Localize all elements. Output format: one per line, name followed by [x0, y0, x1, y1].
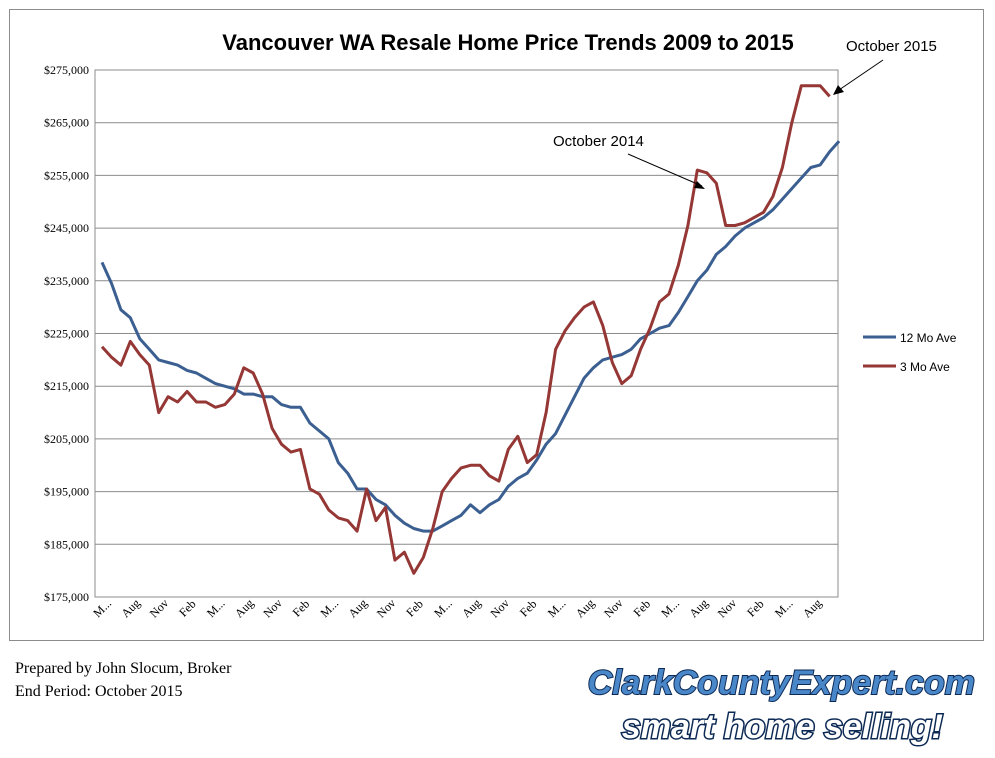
x-tick-label: M... — [317, 596, 341, 620]
x-tick-label: M... — [658, 596, 682, 620]
annotation-october-2014: October 2014 — [553, 133, 644, 150]
legend: 12 Mo Ave 3 Mo Ave — [863, 331, 957, 374]
y-tick-label: $205,000 — [44, 432, 89, 446]
brand-logo: ClarkCountyExpert.com smart home selling… — [587, 663, 976, 748]
y-tick-label: $185,000 — [44, 537, 89, 551]
x-tick-label: Aug — [800, 596, 825, 621]
footer-end-period: End Period: October 2015 — [15, 683, 183, 700]
y-tick-label: $255,000 — [44, 168, 89, 182]
x-tick-label: Feb — [290, 597, 313, 620]
x-tick-label: Nov — [601, 596, 626, 621]
y-tick-label: $225,000 — [44, 327, 89, 341]
series-line-12-mo-ave — [100, 140, 841, 533]
brand-logo-line1: ClarkCountyExpert.com — [588, 664, 975, 702]
plot-area — [94, 69, 839, 598]
x-tick-label: Nov — [488, 596, 513, 621]
x-tick-label: Feb — [176, 597, 199, 620]
series-line-3-mo-ave — [100, 84, 831, 575]
y-tick-label: $175,000 — [44, 590, 89, 604]
y-tick-label: $275,000 — [44, 63, 89, 77]
y-tick-label: $235,000 — [44, 274, 89, 288]
x-tick-label: M... — [431, 596, 455, 620]
annotations: October 2014 October 2015 — [553, 38, 937, 189]
x-tick-label: Nov — [374, 596, 399, 621]
x-tick-label: Feb — [630, 597, 653, 620]
annotation-arrowhead-2014 — [694, 181, 705, 189]
price-trend-chart: $175,000 $185,000 $195,000 $205,000 $215,000… — [44, 30, 957, 621]
y-tick-label: $195,000 — [44, 485, 89, 499]
x-tick-label: Feb — [744, 597, 767, 620]
x-tick-label: M... — [772, 596, 796, 620]
x-tick-label: M... — [545, 596, 569, 620]
x-tick-label: Aug — [459, 596, 484, 621]
x-tick-label: Aug — [346, 596, 371, 621]
brand-logo-line2: smart home selling! — [622, 708, 943, 746]
gridlines — [95, 69, 838, 598]
x-tick-label: Aug — [232, 596, 257, 621]
x-tick-label: Nov — [260, 596, 285, 621]
x-tick-label: Aug — [573, 596, 598, 621]
x-tick-label: Feb — [403, 597, 426, 620]
chart-frame: $175,000 $185,000 $195,000 $205,000 $215,000… — [9, 9, 984, 641]
x-tick-label: Feb — [517, 597, 540, 620]
series-lines — [100, 84, 841, 575]
x-tick-label: Nov — [715, 596, 740, 621]
footer-prepared-by: Prepared by John Slocum, Broker — [15, 660, 232, 677]
legend-label-12mo: 12 Mo Ave — [900, 331, 957, 345]
x-tick-label: Aug — [686, 596, 711, 621]
annotation-arrow-2014 — [627, 153, 703, 187]
y-tick-label: $215,000 — [44, 379, 89, 393]
x-axis-ticks: M... Aug Nov Feb M... Aug Nov Feb M... Aug Nov Feb M… — [90, 596, 824, 621]
x-tick-label: M... — [204, 596, 228, 620]
x-tick-label: M... — [90, 596, 114, 620]
annotation-arrowhead-2015 — [833, 85, 844, 95]
y-tick-label: $265,000 — [44, 116, 89, 130]
x-tick-label: Nov — [147, 596, 172, 621]
y-axis-ticks: $175,000 $185,000 $195,000 $205,000 $215,000… — [44, 63, 89, 604]
annotation-arrow-2015 — [835, 59, 884, 93]
annotation-october-2015: October 2015 — [846, 38, 937, 55]
chart-title: Vancouver WA Resale Home Price Trends 20… — [222, 30, 793, 55]
legend-label-3mo: 3 Mo Ave — [900, 360, 950, 374]
x-tick-label: Aug — [118, 596, 143, 621]
y-tick-label: $245,000 — [44, 221, 89, 235]
